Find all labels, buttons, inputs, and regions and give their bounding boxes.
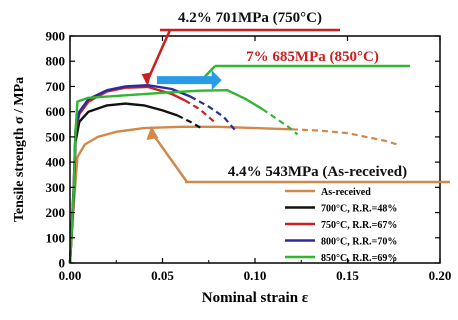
series-line-dashed (189, 95, 238, 133)
y-axis-label: Tensile strength σ / MPa (12, 77, 27, 222)
series-line-dashed (291, 128, 398, 146)
y-tick-label: 300 (46, 180, 66, 195)
series-line-dashed (261, 108, 299, 136)
legend-label: As-received (321, 187, 371, 198)
series-line-solid (68, 125, 293, 264)
annotation-label: 4.4% 543MPa (As-received) (228, 164, 407, 180)
y-tick-label: 900 (46, 29, 66, 44)
legend-label: 750°C, R.R.=67% (321, 220, 397, 231)
series-line-dashed (184, 99, 216, 123)
y-tick-label: 500 (46, 129, 66, 144)
annotation-leader (150, 131, 189, 183)
x-tick-label: 0.00 (59, 268, 82, 283)
annotation-leader (146, 29, 172, 81)
legend-label: 850°C, R.R.=69% (321, 253, 397, 264)
x-axis-label: Nominal strain ε (202, 290, 309, 306)
x-tick-label: 0.10 (244, 268, 267, 283)
legend-label: 700°C, R.R.=48% (321, 204, 397, 215)
legend-entry: 750°C, R.R.=67% (285, 220, 397, 231)
legend-label: 800°C, R.R.=70% (321, 237, 397, 248)
legend: As-received 700°C, R.R.=48% 750°C, R.R.=67… (285, 187, 397, 264)
series-3 (68, 83, 238, 264)
series-2 (68, 85, 216, 264)
series-line-solid (68, 88, 264, 264)
annotation-label: 7% 685MPa (850°C) (246, 49, 379, 65)
x-tick-label: 0.20 (429, 268, 452, 283)
y-tick-label: 100 (46, 230, 66, 245)
annotation-label: 4.2% 701MPa (750°C) (178, 10, 322, 26)
y-tick-label: 400 (46, 155, 66, 170)
x-tick-label: 0.05 (151, 268, 174, 283)
annotation-arrowhead (141, 72, 152, 87)
legend-entry: 800°C, R.R.=70% (285, 237, 397, 248)
legend-entry: 700°C, R.R.=48% (285, 204, 397, 215)
series-0 (68, 125, 398, 264)
y-tick-label: 700 (46, 79, 66, 94)
y-tick-label: 0 (59, 256, 66, 271)
y-tick-label: 600 (46, 104, 66, 119)
series-line-dashed (176, 114, 204, 131)
x-tick-label: 0.15 (336, 268, 359, 283)
series-4 (68, 88, 299, 264)
legend-entry: 850°C, R.R.=69% (285, 253, 397, 264)
legend-entry: As-received (285, 187, 371, 198)
y-tick-label: 200 (46, 205, 66, 220)
y-tick-label: 800 (46, 54, 66, 69)
annotation-arrowhead (146, 126, 159, 141)
highlight-arrow (156, 70, 222, 91)
